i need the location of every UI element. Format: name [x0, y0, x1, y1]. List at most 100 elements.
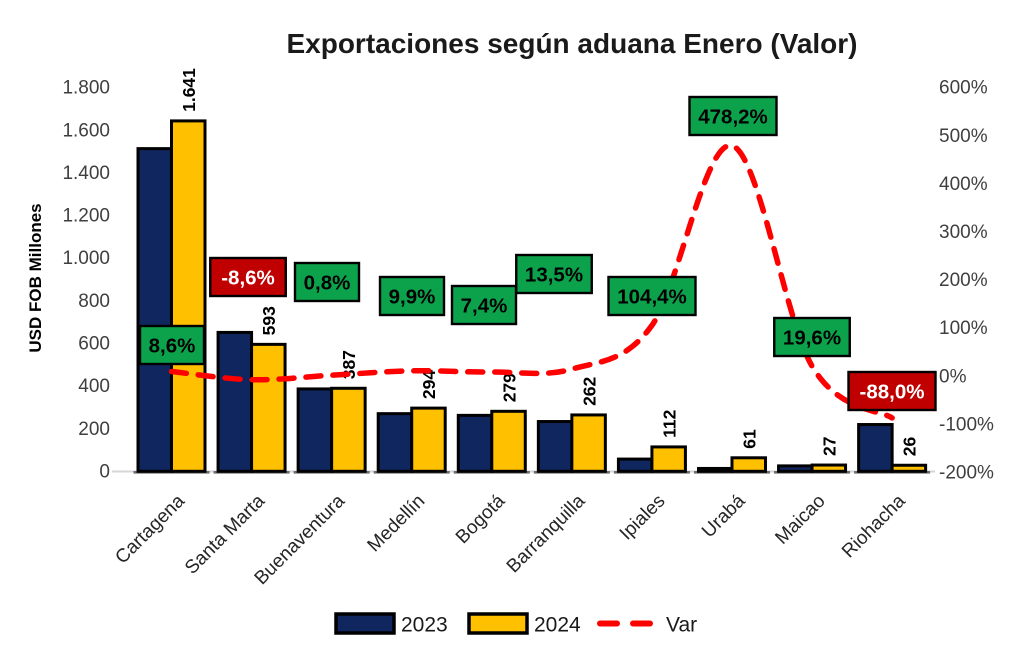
chart-title: Exportaciones según aduana Enero (Valor): [286, 28, 857, 59]
bar-2024: [570, 413, 607, 473]
legend-label-var: Var: [666, 613, 697, 636]
legend-label-2024: 2024: [534, 613, 581, 636]
left-axis-tick-label: 200: [78, 419, 110, 440]
bar-2024: [650, 445, 687, 473]
bar-value-label: 1.641: [179, 68, 199, 112]
var-label-positive: 8,6%: [138, 324, 206, 366]
bar-2023: [696, 466, 734, 473]
var-label-text: -88,0%: [860, 380, 925, 403]
var-label-positive: 19,6%: [773, 316, 851, 358]
right-axis-tick-label: -100%: [939, 414, 994, 435]
bar-2023: [216, 330, 254, 473]
legend-label-2023: 2023: [401, 613, 448, 636]
var-label-positive: 9,9%: [378, 275, 446, 317]
right-axis-tick-label: 500%: [939, 126, 988, 147]
bar-2024: [810, 463, 848, 473]
left-axis-tick-label: 400: [78, 376, 110, 397]
var-label-text: 19,6%: [783, 326, 841, 349]
bar-2024: [170, 119, 207, 473]
bar-2024: [330, 386, 367, 473]
right-axis-tick-label: 400%: [939, 174, 988, 195]
var-label-positive: 13,5%: [515, 253, 593, 295]
bar-2023: [136, 147, 173, 473]
category-label: Medellín: [364, 491, 430, 557]
bar-value-label: 26: [900, 437, 920, 457]
var-label-box: [515, 253, 593, 295]
var-label-box: [209, 256, 287, 298]
bar-value-label: 593: [259, 306, 279, 335]
left-axis-tick-label: 800: [78, 291, 110, 312]
var-label-text: 104,4%: [617, 285, 687, 308]
bar-2024: [410, 406, 447, 473]
bar-2024: [890, 463, 928, 473]
left-axis-tick-label: 600: [78, 334, 110, 355]
var-label-boxes: 8,6% -8,6% 0,8% 9,9% 7,4% 13,5% 104,4% 478,2% 19…: [138, 95, 937, 412]
right-axis-tick-label: 300%: [939, 222, 988, 243]
bar-value-label: 262: [579, 376, 599, 405]
var-label-positive: 104,4%: [607, 275, 697, 317]
var-label-text: 0,8%: [304, 271, 351, 294]
right-axis-ticks: 600% 500% 400% 300% 200% 100% 0% -100% -200%: [939, 78, 994, 484]
category-label: Maicao: [771, 491, 829, 549]
left-axis-tick-label: 1.000: [62, 248, 110, 269]
var-label-box: [773, 316, 851, 358]
legend: 2023 2024 Var: [334, 612, 697, 636]
left-axis-tick-label: 0: [99, 461, 110, 482]
var-label-negative: -8,6%: [209, 256, 287, 298]
left-axis-tick-label: 1.200: [62, 206, 110, 227]
var-label-positive: 478,2%: [688, 95, 778, 137]
var-label-box: [688, 95, 778, 137]
category-label: Ipiales: [616, 491, 670, 545]
category-label: Urabá: [698, 490, 750, 542]
var-label-positive: 7,4%: [450, 284, 518, 326]
legend-swatch-2024: [467, 612, 529, 635]
left-axis-ticks: 1.800 1.600 1.400 1.200 1.000 800 600 400 200 0: [62, 78, 110, 483]
var-label-text: 7,4%: [461, 294, 508, 317]
right-axis-tick-label: 0%: [939, 366, 967, 387]
var-label-box: [378, 275, 446, 317]
var-label-text: 8,6%: [149, 334, 196, 357]
var-label-box: [450, 284, 518, 326]
left-axis-tick-label: 1.400: [62, 163, 110, 184]
var-label-text: 9,9%: [389, 285, 436, 308]
category-label: Cartagena: [111, 490, 189, 568]
var-label-text: -8,6%: [221, 266, 275, 289]
left-axis-tick-label: 1.600: [62, 120, 110, 141]
bar-2023: [857, 423, 894, 473]
legend-swatch-2023: [334, 612, 396, 635]
right-axis-tick-label: 100%: [939, 318, 988, 339]
bar-2023: [296, 387, 334, 473]
bar-value-label: 112: [659, 409, 679, 437]
var-label-text: 13,5%: [525, 263, 583, 286]
bar-2024: [730, 456, 767, 473]
var-label-box: [293, 261, 361, 303]
bar-2023: [777, 464, 814, 473]
right-axis-tick-label: 600%: [939, 78, 988, 99]
bar-2023: [616, 457, 654, 473]
bar-value-label: 279: [499, 373, 519, 402]
bar-2024: [490, 409, 527, 473]
bar-series: [136, 119, 928, 473]
var-line-series: [168, 142, 895, 421]
left-axis-tick-label: 1.800: [62, 78, 110, 99]
bar-2023: [376, 412, 414, 473]
y-axis-title: USD FOB Millones: [26, 203, 45, 352]
category-label: Barranquilla: [503, 490, 590, 577]
category-label: Riohacha: [838, 490, 910, 562]
category-label: Santa Marta: [181, 490, 269, 578]
category-label: Bogotá: [452, 490, 510, 548]
var-label-text: 478,2%: [698, 105, 768, 128]
var-label-box: [138, 324, 206, 366]
var-dashed-line: [168, 142, 895, 421]
bar-2024: [250, 342, 287, 473]
bar-value-label: 27: [820, 437, 840, 456]
var-label-box: [607, 275, 697, 317]
var-label-negative: -88,0%: [847, 370, 937, 412]
var-label-box: [847, 370, 937, 412]
bar-value-label: 294: [419, 370, 439, 399]
var-label-positive: 0,8%: [293, 261, 361, 303]
right-axis-tick-label: -200%: [939, 462, 994, 483]
